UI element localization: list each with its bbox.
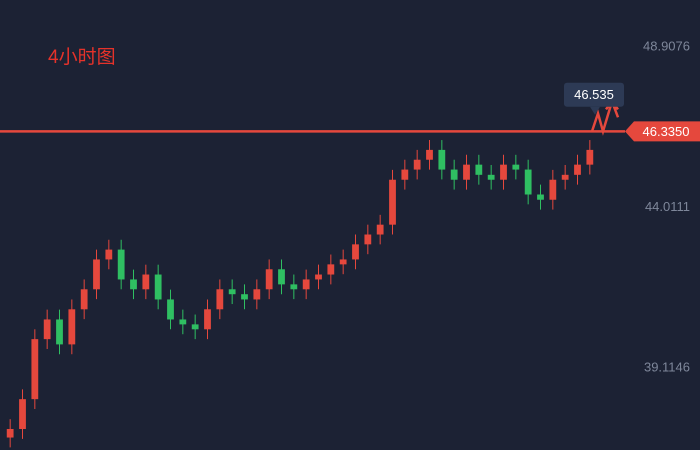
chart-title: 4小时图 <box>48 46 116 68</box>
candle-body <box>80 289 88 310</box>
candle-body <box>500 164 507 180</box>
candle-body <box>426 149 433 160</box>
candle-body <box>167 299 174 320</box>
candle-body <box>56 319 63 345</box>
candle-body <box>450 169 458 180</box>
candle-body <box>142 274 150 290</box>
candle-body <box>130 279 137 290</box>
candle-body <box>339 259 347 265</box>
callout-box <box>564 82 624 107</box>
candle-body <box>512 164 520 170</box>
candle-body <box>105 249 113 260</box>
candle-body <box>463 164 470 180</box>
candle-body <box>586 149 594 165</box>
y-tick-label: 48.9076 <box>643 38 690 53</box>
candle-body <box>278 269 285 285</box>
candle-body <box>537 194 544 200</box>
candle-body <box>228 289 236 295</box>
candle-body <box>364 234 372 245</box>
candle-body <box>204 309 211 330</box>
candle-body <box>327 264 335 275</box>
candle-body <box>241 294 248 300</box>
candle-body <box>191 324 199 330</box>
candle-body <box>290 284 298 290</box>
candle-body <box>19 399 26 430</box>
candle-body <box>475 164 483 175</box>
candle-body <box>376 224 384 235</box>
callout-label: 46.535 <box>574 87 614 102</box>
candle-body <box>6 429 14 438</box>
candle-body <box>216 289 224 310</box>
candle-body <box>93 259 100 290</box>
y-tick-label: 39.1146 <box>644 360 690 375</box>
candle-body <box>401 169 409 180</box>
candle-body <box>438 149 446 170</box>
candle-body <box>117 249 125 280</box>
candle-body <box>487 174 495 180</box>
candle-body <box>389 179 396 225</box>
candle-body <box>413 159 421 170</box>
candle-body <box>574 164 581 175</box>
candle-body <box>302 279 310 290</box>
candle-body <box>561 174 569 180</box>
candle-body <box>524 169 532 195</box>
candle-body <box>549 179 557 200</box>
candle-body <box>265 269 273 290</box>
candle-body <box>315 274 322 280</box>
candle-body <box>154 274 162 300</box>
candle-body <box>43 319 51 340</box>
candle-body <box>68 309 76 345</box>
candle-body <box>253 289 261 300</box>
candle-body <box>31 339 39 400</box>
last-price-label: 46.3350 <box>643 124 690 139</box>
candle-body <box>352 244 359 260</box>
last-price-tag <box>625 121 700 142</box>
candle-body <box>179 319 187 325</box>
callout-pointer <box>590 106 600 115</box>
y-tick-label: 44.0111 <box>645 199 690 214</box>
